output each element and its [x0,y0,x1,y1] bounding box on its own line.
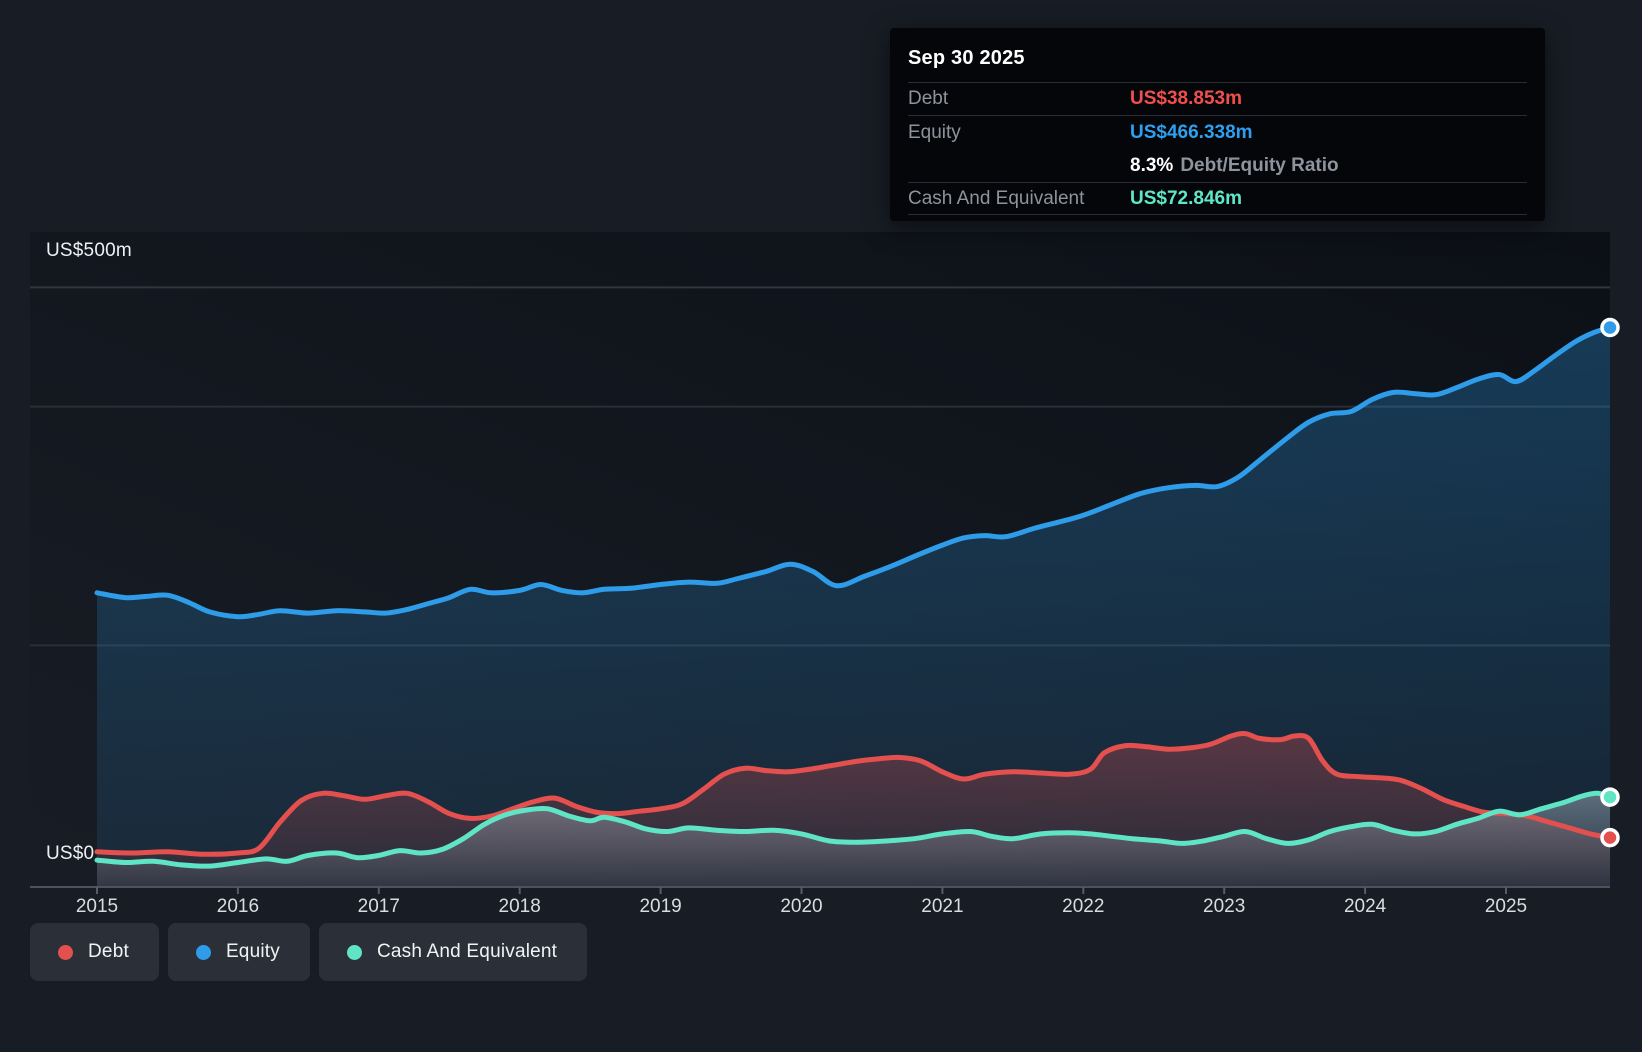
tooltip-debt-value: US$38.853m [1130,88,1242,109]
x-axis-year-label: 2021 [921,896,963,917]
legend-item-equity[interactable]: Equity [167,923,310,981]
x-axis-year-label: 2022 [1062,896,1104,917]
tooltip-row-ratio: 8.3% Debt/Equity Ratio [908,149,1527,182]
equity-dot-icon [195,944,211,960]
tooltip-row-cash: Cash And Equivalent US$72.846m [908,182,1527,215]
x-axis-year-label: 2024 [1344,896,1387,917]
debt-endpoint-dot [1600,827,1620,848]
chart-tooltip: Sep 30 2025 Debt US$38.853m Equity US$46… [890,28,1545,221]
x-axis-year-label: 2017 [358,896,400,917]
tooltip-ratio-value: 8.3% [1130,154,1174,176]
x-axis-year-label: 2015 [76,896,118,917]
tooltip-equity-value: US$466.338m [1130,121,1253,143]
cash-and-equivalent-endpoint-dot [1600,787,1620,807]
tooltip-cash-value: US$72.846m [1130,187,1242,209]
tooltip-ratio-label: Debt/Equity Ratio [1180,154,1339,176]
equity-endpoint-dot [1600,317,1620,338]
x-axis-year-label: 2019 [639,896,681,917]
tooltip-equity-label: Equity [908,121,961,143]
legend-item-cash[interactable]: Cash And Equivalent [318,923,588,981]
debt-line [94,731,1613,857]
equity-line [94,325,1613,620]
legend-cash-label: Cash And Equivalent [376,941,558,962]
cash-and-equivalent-line [94,790,1613,869]
cash-and-equivalent-area [97,793,1610,886]
tooltip-debt-label: Debt [908,88,949,109]
legend-equity-label: Equity [225,941,280,962]
x-axis-year-label: 2025 [1485,896,1527,917]
legend-debt-label: Debt [88,941,129,962]
legend-item-debt[interactable]: Debt [30,923,159,981]
debt-dot-icon [58,944,73,960]
cash-dot-icon [346,944,362,960]
y-axis-max-label: US$500m [46,240,132,261]
x-axis-year-label: 2020 [780,896,822,917]
tooltip-row-equity: Equity US$466.338m [908,116,1527,149]
x-axis-year-label: 2023 [1203,896,1245,917]
tooltip-row-debt: Debt US$38.853m [908,83,1527,116]
x-axis-year-label: 2018 [499,896,541,917]
x-axis-year-label: 2016 [217,896,259,917]
y-axis-zero-label: US$0 [46,843,95,864]
tooltip-cash-label: Cash And Equivalent [908,187,1085,209]
tooltip-date: Sep 30 2025 [908,41,1527,83]
chart-legend: Debt Equity Cash And Equivalent [30,923,588,981]
